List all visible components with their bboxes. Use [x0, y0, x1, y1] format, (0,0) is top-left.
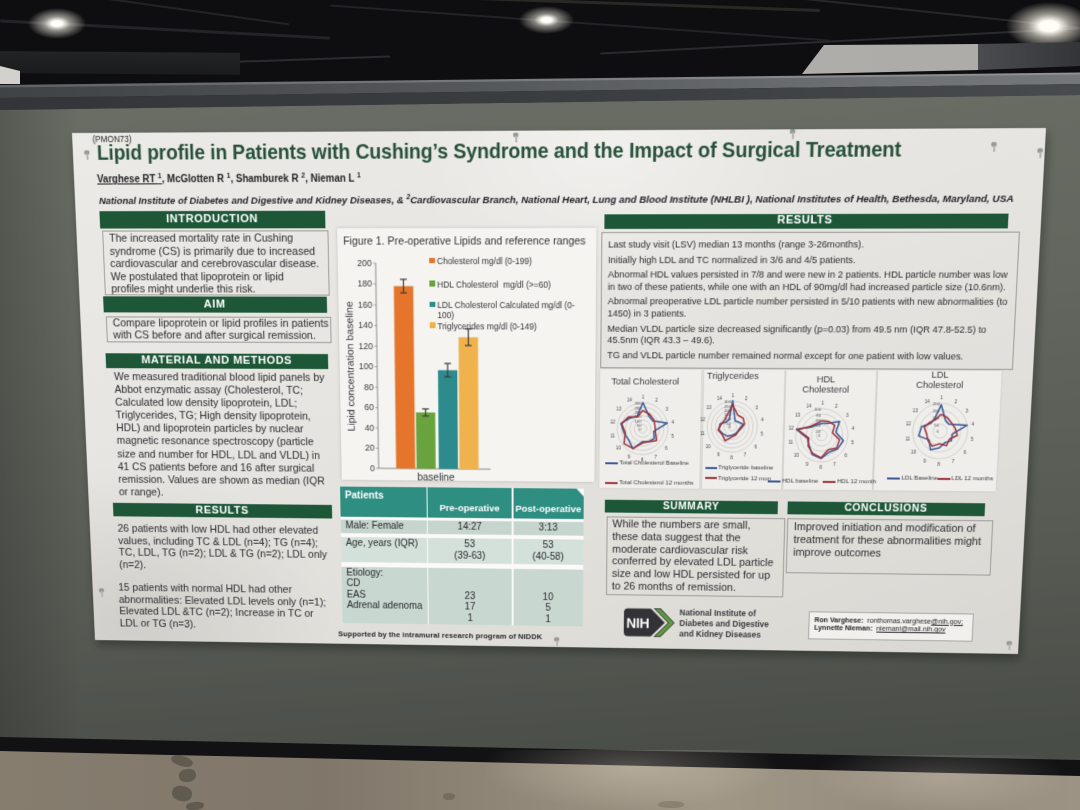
svg-text:200: 200	[357, 258, 372, 268]
svg-text:12: 12	[610, 419, 615, 424]
svg-text:80: 80	[816, 413, 821, 418]
svg-text:100: 100	[814, 407, 822, 412]
svg-text:2: 2	[835, 404, 838, 409]
svg-text:2: 2	[745, 397, 748, 402]
svg-text:150: 150	[634, 414, 642, 419]
svg-text:5: 5	[971, 437, 974, 442]
svg-text:60: 60	[816, 418, 821, 423]
svg-text:50: 50	[637, 423, 642, 428]
svg-text:12: 12	[789, 426, 795, 431]
svg-text:150: 150	[932, 409, 940, 414]
svg-text:6: 6	[665, 446, 668, 451]
svg-text:6: 6	[964, 450, 967, 455]
svg-text:20: 20	[365, 443, 375, 453]
svg-text:100: 100	[359, 362, 374, 372]
svg-text:180: 180	[357, 279, 372, 289]
svg-text:250: 250	[635, 405, 643, 410]
svg-text:250: 250	[724, 404, 732, 409]
svg-text:8: 8	[937, 462, 940, 467]
svg-text:baseline: baseline	[417, 472, 455, 482]
svg-text:0: 0	[370, 463, 375, 473]
svg-text:7: 7	[744, 453, 747, 458]
svg-text:10: 10	[706, 444, 712, 449]
svg-text:10: 10	[616, 446, 621, 451]
svg-text:8: 8	[730, 456, 733, 461]
svg-text:20: 20	[816, 429, 821, 434]
svg-text:11: 11	[610, 433, 615, 438]
svg-text:40: 40	[365, 423, 375, 433]
svg-text:100: 100	[724, 417, 732, 422]
svg-text:5: 5	[851, 441, 854, 446]
svg-text:120: 120	[358, 341, 373, 351]
svg-text:12: 12	[906, 421, 912, 426]
svg-text:NIH: NIH	[626, 616, 649, 632]
svg-text:50: 50	[726, 421, 731, 426]
svg-text:0: 0	[728, 425, 731, 430]
svg-text:150: 150	[724, 412, 732, 417]
svg-text:80: 80	[364, 382, 374, 392]
svg-text:6: 6	[754, 444, 757, 449]
svg-text:3: 3	[755, 405, 758, 410]
svg-text:13: 13	[706, 405, 712, 410]
svg-text:14: 14	[627, 398, 632, 403]
svg-text:1: 1	[821, 401, 824, 406]
svg-text:200: 200	[724, 408, 732, 413]
svg-text:11: 11	[905, 436, 910, 441]
svg-text:7: 7	[654, 455, 657, 460]
svg-text:9: 9	[628, 455, 631, 460]
svg-text:9: 9	[806, 462, 809, 467]
svg-text:13: 13	[795, 413, 801, 418]
svg-text:2: 2	[954, 399, 957, 404]
svg-text:14: 14	[924, 399, 930, 404]
svg-text:5: 5	[671, 434, 674, 439]
svg-text:7: 7	[952, 459, 955, 464]
svg-text:4: 4	[761, 418, 764, 423]
svg-text:0: 0	[818, 433, 821, 438]
svg-text:300: 300	[635, 401, 643, 406]
svg-text:160: 160	[358, 300, 373, 310]
svg-text:0: 0	[936, 429, 939, 434]
svg-text:1: 1	[642, 395, 645, 400]
svg-text:14: 14	[806, 404, 812, 409]
svg-text:40: 40	[816, 423, 821, 428]
svg-text:140: 140	[358, 321, 373, 331]
svg-text:3: 3	[666, 407, 669, 412]
svg-text:200: 200	[933, 402, 941, 407]
svg-text:200: 200	[634, 410, 642, 415]
svg-text:13: 13	[616, 407, 621, 412]
svg-text:4: 4	[851, 426, 854, 431]
svg-text:14: 14	[717, 396, 723, 401]
svg-text:8: 8	[641, 458, 644, 463]
svg-text:1: 1	[732, 393, 735, 398]
svg-text:5: 5	[760, 432, 763, 437]
svg-text:9: 9	[717, 452, 720, 457]
svg-text:60: 60	[364, 403, 374, 413]
svg-text:6: 6	[844, 453, 847, 458]
svg-text:12: 12	[700, 417, 706, 422]
svg-text:3: 3	[846, 413, 849, 418]
svg-text:10: 10	[911, 450, 917, 455]
svg-text:11: 11	[788, 440, 793, 445]
svg-text:4: 4	[971, 422, 974, 427]
svg-text:50: 50	[934, 423, 940, 428]
svg-text:100: 100	[634, 418, 642, 423]
svg-text:10: 10	[794, 453, 800, 458]
svg-text:0: 0	[639, 427, 642, 432]
svg-text:7: 7	[833, 462, 836, 467]
svg-text:3: 3	[965, 408, 968, 413]
svg-text:11: 11	[700, 431, 705, 436]
svg-text:8: 8	[819, 465, 822, 470]
svg-text:300: 300	[724, 400, 732, 405]
svg-text:1: 1	[940, 395, 943, 400]
svg-text:2: 2	[655, 398, 658, 403]
svg-text:4: 4	[671, 420, 674, 425]
svg-text:9: 9	[923, 459, 926, 464]
svg-text:13: 13	[913, 408, 919, 413]
